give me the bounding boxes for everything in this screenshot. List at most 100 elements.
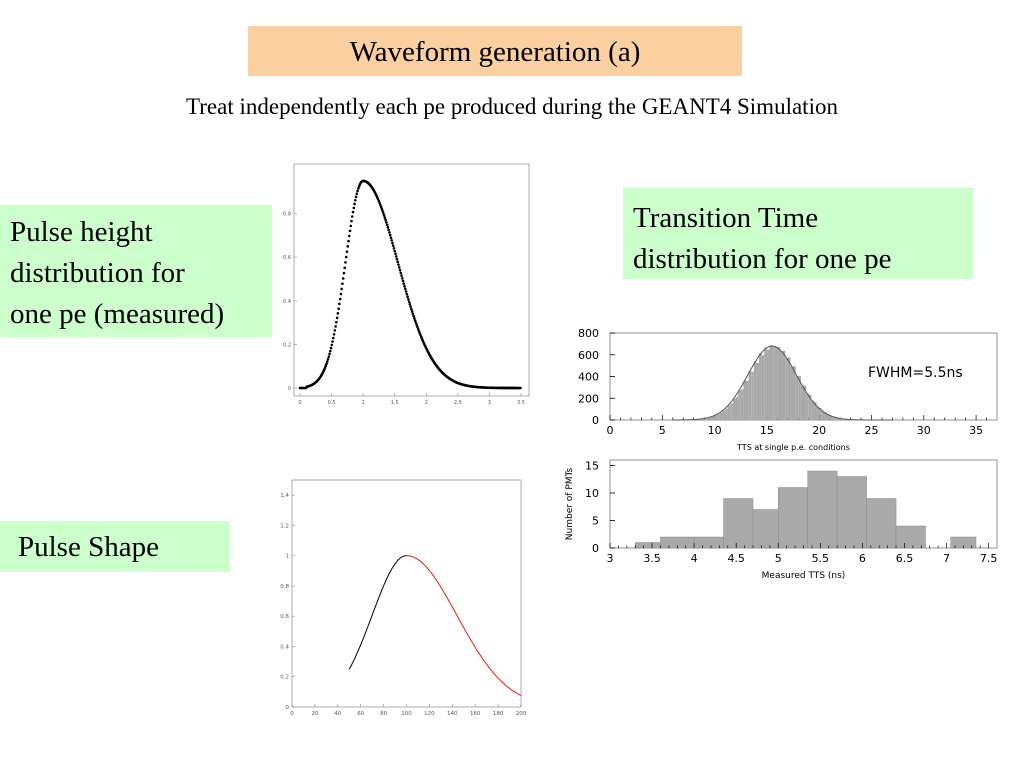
data-point: [328, 352, 331, 356]
data-point: [394, 255, 398, 258]
histogram-bar: [730, 403, 733, 420]
data-point: [407, 297, 410, 301]
histogram-bar: [895, 525, 926, 549]
histogram-bar: [725, 408, 728, 420]
x-tick-label: 4: [691, 552, 698, 565]
histogram-bar: [834, 417, 838, 420]
histogram-bar: [732, 398, 736, 420]
y-tick-label: 0: [592, 542, 599, 555]
y-tick-label: 0.4: [283, 299, 291, 305]
histogram-bar: [866, 498, 897, 549]
data-point: [340, 287, 343, 291]
x-tick-label: 1.5: [391, 400, 399, 406]
histogram-bar: [824, 412, 828, 420]
y-tick-label: 1.2: [280, 523, 289, 529]
label-pulse-height: Pulse height distribution for one pe (me…: [0, 205, 272, 337]
x-tick-label: 6: [859, 552, 866, 565]
data-point: [348, 229, 352, 233]
histogram-bar: [821, 410, 825, 420]
histogram-bar: [722, 410, 726, 420]
data-point: [381, 209, 384, 213]
label-tts-line1: Transition Time: [633, 202, 819, 234]
data-point: [346, 245, 350, 248]
data-point: [327, 355, 331, 358]
data-point: [397, 266, 401, 269]
x-tick-label: 140: [447, 711, 458, 717]
y-axis-label: Number of PMTs: [565, 467, 575, 540]
data-point: [389, 236, 393, 239]
histogram-bar: [829, 415, 833, 420]
data-point: [325, 360, 329, 363]
data-point: [342, 271, 346, 275]
histogram-bar: [717, 414, 720, 420]
data-point: [382, 214, 386, 217]
y-tick-label: 800: [578, 327, 599, 340]
y-tick-label: 1,4: [280, 493, 289, 499]
data-point: [394, 252, 397, 256]
histogram-bar: [753, 361, 757, 420]
data-point: [338, 297, 342, 301]
histogram-bar: [785, 358, 788, 420]
x-tick-label: 7: [943, 552, 950, 565]
fwhm-annotation: FWHM=5.5ns: [868, 365, 963, 381]
histogram-bar: [778, 487, 808, 549]
data-point: [344, 255, 348, 259]
x-axis-label: Measured TTS (ns): [762, 571, 846, 581]
histogram-bar: [711, 416, 715, 420]
histogram-bar: [819, 408, 822, 420]
y-tick-label: 0.2: [283, 342, 291, 348]
x-tick-label: 20: [812, 424, 826, 437]
data-point: [386, 226, 390, 229]
data-point: [391, 241, 394, 245]
histogram-bar: [719, 412, 723, 420]
histogram-bar: [769, 345, 773, 420]
data-point: [405, 292, 409, 296]
data-point: [410, 310, 414, 313]
data-point: [415, 323, 418, 327]
data-point: [412, 314, 415, 318]
x-tick-label: 5: [775, 552, 782, 565]
histogram-bar: [764, 347, 767, 420]
data-point: [334, 325, 337, 328]
histogram-bar: [782, 350, 786, 420]
histogram-bar: [752, 509, 779, 549]
y-tick-label: 5: [592, 515, 599, 528]
histogram-bar: [832, 416, 835, 420]
histogram-bar: [808, 394, 812, 420]
y-tick-label: 1: [286, 554, 290, 560]
histogram-bar: [759, 352, 762, 420]
x-tick-label: 100: [401, 711, 412, 717]
data-point: [399, 271, 403, 275]
pulse-rise-curve: [348, 555, 407, 670]
data-point: [350, 219, 353, 223]
data-point: [417, 329, 421, 333]
data-point: [400, 276, 404, 280]
data-point: [355, 192, 359, 195]
data-point: [338, 302, 341, 306]
y-tick-label: 15: [585, 460, 599, 473]
data-point: [357, 187, 360, 190]
data-point: [406, 295, 409, 299]
data-point: [383, 216, 387, 219]
x-tick-label: 4.5: [727, 552, 745, 565]
histogram-bar: [837, 417, 841, 420]
histogram-bar: [795, 376, 799, 420]
data-point: [410, 307, 413, 311]
slide-subtitle: Treat independently each pe produced dur…: [186, 94, 838, 119]
x-tick-label: 3.5: [517, 400, 525, 406]
histogram-bar: [777, 347, 780, 420]
x-tick-label: 30: [917, 424, 931, 437]
data-point: [354, 195, 358, 199]
histogram-bar: [798, 375, 801, 420]
data-point: [353, 202, 356, 206]
label-pulse-height-line3: one pe (measured): [10, 298, 225, 330]
data-point: [402, 282, 406, 285]
data-point: [388, 231, 391, 234]
data-point: [403, 285, 406, 288]
histogram-bar: [745, 380, 749, 420]
histogram-bar: [766, 349, 770, 420]
histogram-bar: [787, 357, 791, 420]
tts-single-pe-chart: 0 200 400 600 800 0 5 10 15 20 25 30 35 FWHM=5.5ns TTS…: [578, 327, 998, 452]
data-point: [354, 198, 357, 202]
data-point: [336, 312, 340, 315]
